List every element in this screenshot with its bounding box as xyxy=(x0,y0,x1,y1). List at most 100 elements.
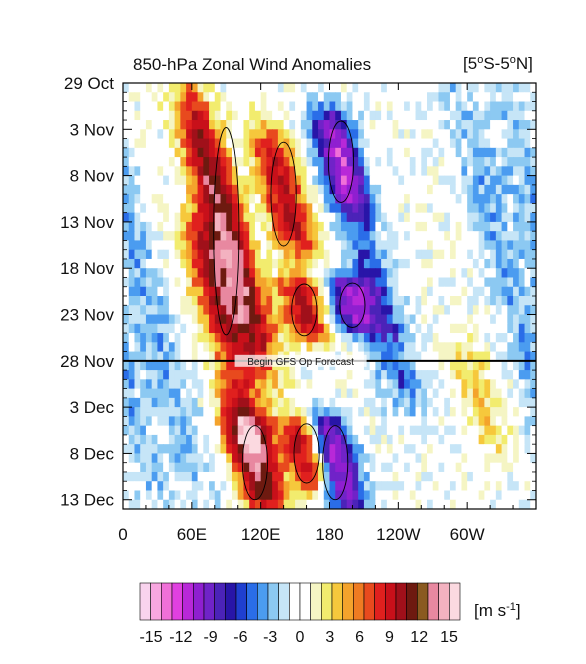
heatmap-cell xyxy=(134,110,141,121)
heatmap-cell xyxy=(346,397,354,408)
heatmap-cell xyxy=(168,138,176,149)
heatmap-cell xyxy=(358,231,365,242)
heatmap-cell xyxy=(375,314,382,325)
heatmap-cell xyxy=(375,416,382,427)
heatmap-cell xyxy=(128,323,136,334)
heatmap-cell xyxy=(203,138,210,149)
heatmap-cell xyxy=(231,194,239,204)
heatmap-cell xyxy=(490,490,497,501)
heatmap-cell xyxy=(329,258,336,269)
heatmap-cell xyxy=(409,323,417,334)
heatmap-cell xyxy=(254,184,262,195)
heatmap-cell xyxy=(237,462,245,473)
heatmap-cell xyxy=(346,147,354,158)
heatmap-cell xyxy=(163,268,170,279)
heatmap-cell xyxy=(300,249,308,260)
heatmap-cell xyxy=(231,92,239,103)
heatmap-cell xyxy=(289,175,296,186)
heatmap-cell xyxy=(283,416,290,427)
heatmap-cell xyxy=(300,314,308,325)
heatmap-cell xyxy=(260,120,268,130)
heatmap-cell xyxy=(209,157,216,167)
heatmap-cell xyxy=(484,175,491,186)
heatmap-cell xyxy=(381,221,388,232)
heatmap-cell xyxy=(495,120,503,130)
heatmap-cell xyxy=(524,138,531,149)
heatmap-cell xyxy=(427,370,434,380)
heatmap-cell xyxy=(260,83,268,93)
heatmap-cell xyxy=(318,231,325,242)
heatmap-cell xyxy=(186,471,193,482)
heatmap-cell xyxy=(323,258,331,269)
heatmap-cell xyxy=(467,175,474,186)
heatmap-cell xyxy=(157,101,164,112)
heatmap-cell xyxy=(272,212,279,223)
heatmap-cell xyxy=(415,157,422,167)
heatmap-cell xyxy=(432,490,440,501)
heatmap-cell xyxy=(289,249,296,260)
heatmap-cell xyxy=(289,147,296,158)
heatmap-cell xyxy=(409,471,417,482)
heatmap-cell xyxy=(295,453,302,464)
heatmap-cell xyxy=(209,333,216,343)
heatmap-cell xyxy=(478,258,485,269)
heatmap-cell xyxy=(409,166,417,177)
heatmap-cell xyxy=(312,333,319,343)
heatmap-cell xyxy=(490,434,497,445)
heatmap-cell xyxy=(203,101,210,112)
heatmap-cell xyxy=(513,416,520,427)
heatmap-cell xyxy=(415,240,422,251)
heatmap-cell xyxy=(295,249,302,260)
heatmap-cell xyxy=(513,490,520,501)
heatmap-cell xyxy=(295,101,302,112)
heatmap-cell xyxy=(323,425,331,436)
heatmap-cell xyxy=(157,166,164,177)
heatmap-cell xyxy=(163,175,170,186)
heatmap-cell xyxy=(392,370,399,380)
heatmap-cell xyxy=(444,110,451,121)
heatmap-cell xyxy=(180,342,187,353)
heatmap-cell xyxy=(163,342,170,353)
heatmap-cell xyxy=(318,166,325,177)
colorbar-swatch xyxy=(417,582,429,621)
heatmap-cell xyxy=(323,277,331,288)
heatmap-cell xyxy=(254,425,262,436)
heatmap-cell xyxy=(203,453,210,464)
heatmap-cell xyxy=(438,231,445,242)
heatmap-cell xyxy=(495,129,503,140)
heatmap-cell xyxy=(323,333,331,343)
heatmap-cell xyxy=(346,249,354,260)
heatmap-cell xyxy=(490,499,497,509)
heatmap-cell xyxy=(214,240,222,251)
heatmap-cell xyxy=(427,175,434,186)
heatmap-cell xyxy=(209,194,216,204)
heatmap-cell xyxy=(438,388,445,399)
heatmap-cell xyxy=(174,333,181,343)
heatmap-cell xyxy=(220,110,227,121)
heatmap-cell xyxy=(209,370,216,380)
heatmap-cell xyxy=(467,444,474,455)
heatmap-cell xyxy=(180,462,187,473)
heatmap-cell xyxy=(329,166,336,177)
heatmap-cell xyxy=(346,83,354,93)
heatmap-cell xyxy=(128,333,136,343)
heatmap-cell xyxy=(277,296,285,306)
heatmap-cell xyxy=(266,296,273,306)
heatmap-cell xyxy=(197,92,204,103)
heatmap-cell xyxy=(467,499,474,509)
heatmap-cell xyxy=(289,388,296,399)
heatmap-cell xyxy=(151,314,159,325)
colorbar-swatch xyxy=(374,582,386,621)
heatmap-cell xyxy=(128,138,136,149)
heatmap-cell xyxy=(300,83,308,93)
heatmap-cell xyxy=(254,240,262,251)
heatmap-cell xyxy=(329,221,336,232)
heatmap-cell xyxy=(191,453,199,464)
heatmap-cell xyxy=(318,221,325,232)
units-label: [m s-1] xyxy=(474,601,521,620)
heatmap-cell xyxy=(421,129,428,140)
heatmap-cell xyxy=(530,296,536,306)
heatmap-cell xyxy=(484,499,491,509)
heatmap-cell xyxy=(409,120,417,130)
heatmap-cell xyxy=(254,286,262,297)
